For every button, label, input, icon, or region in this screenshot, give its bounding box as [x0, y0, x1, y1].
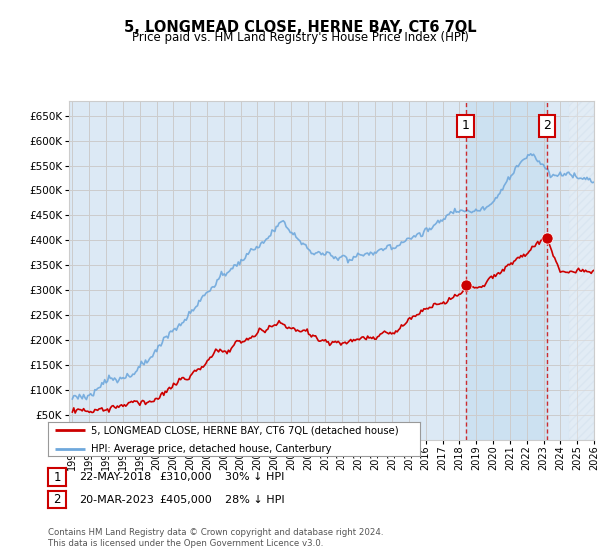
- Text: HPI: Average price, detached house, Canterbury: HPI: Average price, detached house, Cant…: [91, 444, 331, 454]
- Text: £405,000: £405,000: [159, 494, 212, 505]
- Text: 28% ↓ HPI: 28% ↓ HPI: [225, 494, 284, 505]
- Bar: [569, 101, 594, 440]
- Text: Contains HM Land Registry data © Crown copyright and database right 2024.
This d: Contains HM Land Registry data © Crown c…: [48, 528, 383, 548]
- Text: 20-MAR-2023: 20-MAR-2023: [79, 494, 154, 505]
- Text: 2: 2: [543, 119, 551, 132]
- Text: 2: 2: [53, 493, 61, 506]
- Text: 5, LONGMEAD CLOSE, HERNE BAY, CT6 7QL: 5, LONGMEAD CLOSE, HERNE BAY, CT6 7QL: [124, 20, 476, 35]
- Text: Price paid vs. HM Land Registry's House Price Index (HPI): Price paid vs. HM Land Registry's House …: [131, 31, 469, 44]
- Text: 30% ↓ HPI: 30% ↓ HPI: [225, 472, 284, 482]
- Text: 5, LONGMEAD CLOSE, HERNE BAY, CT6 7QL (detached house): 5, LONGMEAD CLOSE, HERNE BAY, CT6 7QL (d…: [91, 426, 398, 435]
- Text: 1: 1: [53, 470, 61, 484]
- Text: 1: 1: [462, 119, 470, 132]
- Bar: [466, 101, 547, 440]
- Text: 22-MAY-2018: 22-MAY-2018: [79, 472, 151, 482]
- Bar: [569, 101, 594, 440]
- Bar: [569, 101, 594, 440]
- Text: £310,000: £310,000: [159, 472, 212, 482]
